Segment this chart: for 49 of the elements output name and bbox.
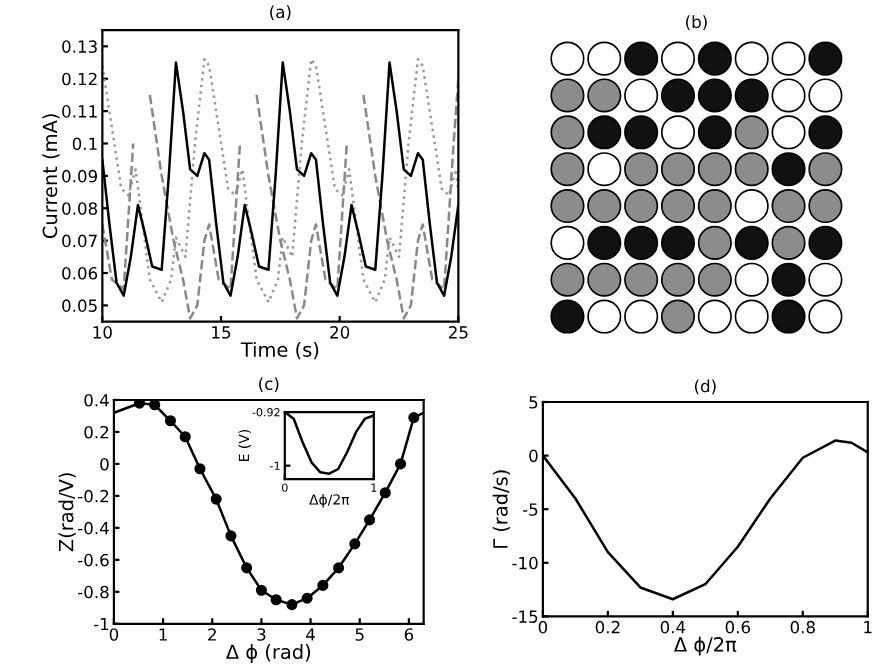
x-tick-label: 0.8 [790,620,815,634]
text: (b) [686,15,707,31]
y-tick-label: 0.11 [62,105,97,118]
y-tick-label: 0.1 [72,137,97,151]
y-tick-label: 0.2 [84,425,109,439]
x-tick-label: 4 [306,628,315,641]
y-tick-label: -5 [522,503,538,516]
x-tick-label: 20 [330,326,350,339]
y-tick-label: 0.4 [84,393,109,407]
x-tick-label: 0.2 [595,620,620,634]
x-tick-label: 1 [159,628,167,641]
chart-title: (c) [259,377,279,393]
x-tick-label: 3 [257,628,266,641]
y-tick-label: 0.13 [62,40,97,53]
y-tick-label: -0.4 [78,521,109,535]
y-tick-label: -15 [512,610,538,623]
y-tick-label: -10 [512,556,538,570]
y-tick-label: -0.2 [78,489,109,503]
y-axis-title: Z(rad/V) [58,473,76,552]
x-tick-label: 5 [355,628,364,641]
chart-title: (d) [694,379,716,395]
y-tick-label: 0 [100,457,109,471]
y-axis-title: Current (mA) [42,114,60,239]
x-tick-label: 1 [864,621,872,634]
x-tick-label: 10 [93,326,112,339]
y-axis-title: Γ (rad/s) [492,470,511,548]
x-tick-label: 0 [109,628,119,641]
y-tick-label: -0.6 [78,553,109,567]
x-tick-label: 2 [208,628,216,641]
x-tick-label: 25 [448,326,468,339]
x-tick-label: 6 [404,628,414,641]
y-tick-label: -0.8 [78,585,109,599]
x-tick-label: 0 [538,620,548,634]
x-axis-title: Δ ϕ/2π [674,636,737,656]
y-tick-label: 0 [529,449,538,463]
y-tick-label: 0.08 [62,202,98,215]
x-axis-title: Δ ϕ (rad) [225,644,311,663]
chart-title: (a) [270,5,291,21]
y-tick-label: 0.06 [62,266,98,280]
y-tick-label: 5 [529,396,538,409]
x-tick-label: 0.6 [725,620,751,634]
x-axis-title: Time (s) [240,341,319,360]
y-tick-label: 0.07 [62,234,97,248]
y-tick-label: 0.12 [62,72,97,86]
x-tick-label: 0.4 [660,620,686,634]
x-tick-label: 15 [212,326,231,339]
y-tick-label: -1 [93,617,109,631]
y-tick-label: 0.05 [62,299,97,312]
y-tick-label: 0.09 [62,169,98,183]
